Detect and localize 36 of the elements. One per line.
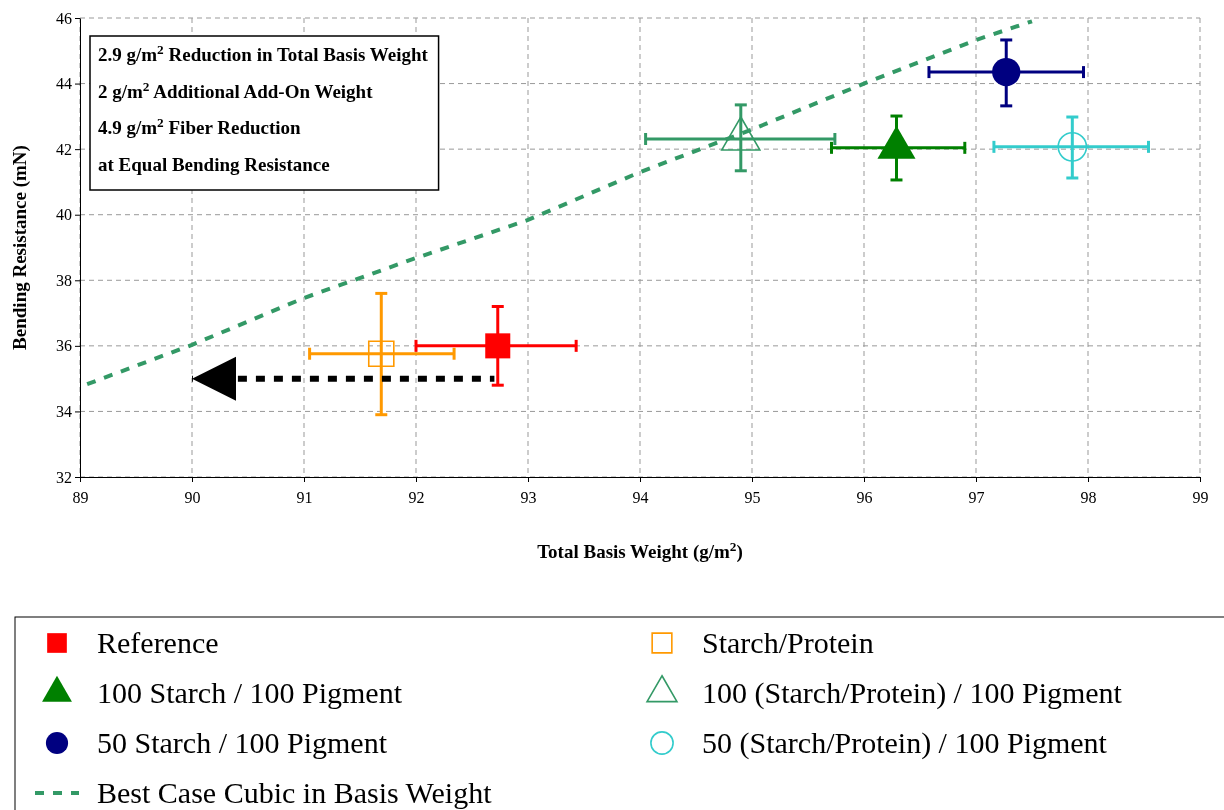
x-tick-label: 91 bbox=[296, 488, 313, 506]
y-tick-label: 40 bbox=[56, 206, 72, 224]
y-tick-label: 42 bbox=[56, 140, 72, 158]
annotation: at Equal Bending Resistance bbox=[98, 153, 330, 175]
y-tick-label: 44 bbox=[56, 75, 72, 93]
legend-label: 50 Starch / 100 Pigment bbox=[97, 726, 388, 759]
point bbox=[1057, 131, 1088, 162]
legend-label: Best Case Cubic in Basis Weight bbox=[97, 776, 493, 809]
annotation: 4.9 g/m$^{2}$ Fiber Reduction bbox=[98, 114, 302, 138]
y-tick-label: 32 bbox=[56, 468, 72, 486]
x-axis-title: Total Basis Weight (g/m$^{2}$) bbox=[537, 538, 743, 563]
y-axis-title: Bending Resistance (mN) bbox=[9, 145, 31, 350]
x-tick-label: 99 bbox=[1192, 488, 1209, 506]
y-tick-label: 46 bbox=[56, 9, 72, 27]
x-tick-label: 98 bbox=[1080, 488, 1097, 506]
x-tick-label: 93 bbox=[520, 488, 537, 506]
x-tick-label: 96 bbox=[856, 488, 873, 506]
annotation: 2 g/m$^{2}$ Additional Add-On Weight bbox=[98, 78, 374, 102]
x-tick-label: 89 bbox=[72, 488, 89, 506]
legend-label: 100 Starch / 100 Pigment bbox=[97, 676, 403, 709]
annotation: 2.9 g/m$^{2}$ Reduction in Total Basis Weight bbox=[98, 41, 429, 65]
legend-label: Starch/Protein bbox=[702, 626, 874, 659]
y-tick-label: 36 bbox=[56, 337, 72, 355]
legend-label: 100 (Starch/Protein) / 100 Pigment bbox=[702, 676, 1123, 710]
x-tick-label: 90 bbox=[184, 488, 201, 506]
x-tick-label: 92 bbox=[408, 488, 425, 506]
y-tick-label: 38 bbox=[56, 271, 72, 289]
x-tick-label: 97 bbox=[968, 488, 985, 506]
legend-label: 50 (Starch/Protein) / 100 Pigment bbox=[702, 726, 1108, 760]
point bbox=[485, 333, 511, 359]
point bbox=[992, 57, 1021, 87]
point bbox=[367, 340, 395, 368]
x-tick-label: 94 bbox=[632, 488, 649, 506]
legend-label: Reference bbox=[97, 626, 219, 659]
x-tick-label: 95 bbox=[744, 488, 761, 506]
y-tick-label: 34 bbox=[56, 403, 72, 421]
